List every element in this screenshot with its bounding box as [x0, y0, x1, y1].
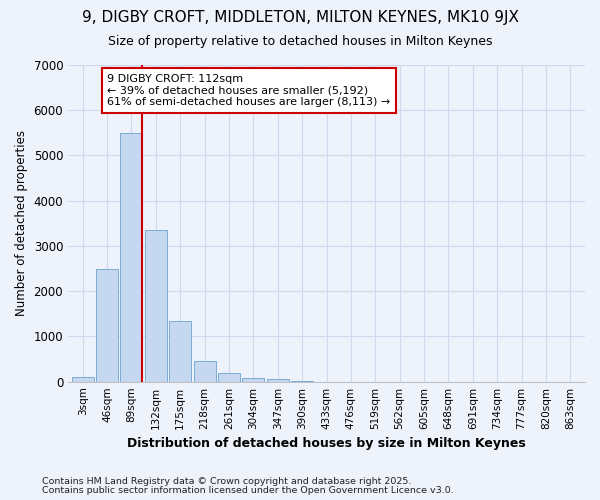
Bar	[242, 378, 265, 382]
Bar	[96, 268, 118, 382]
Bar	[169, 320, 191, 382]
Bar	[145, 230, 167, 382]
Text: Contains public sector information licensed under the Open Government Licence v3: Contains public sector information licen…	[42, 486, 454, 495]
Text: Contains HM Land Registry data © Crown copyright and database right 2025.: Contains HM Land Registry data © Crown c…	[42, 477, 412, 486]
X-axis label: Distribution of detached houses by size in Milton Keynes: Distribution of detached houses by size …	[127, 437, 526, 450]
Bar	[71, 377, 94, 382]
Text: 9 DIGBY CROFT: 112sqm
← 39% of detached houses are smaller (5,192)
61% of semi-d: 9 DIGBY CROFT: 112sqm ← 39% of detached …	[107, 74, 391, 107]
Text: 9, DIGBY CROFT, MIDDLETON, MILTON KEYNES, MK10 9JX: 9, DIGBY CROFT, MIDDLETON, MILTON KEYNES…	[82, 10, 518, 25]
Bar	[121, 133, 142, 382]
Bar	[218, 372, 240, 382]
Bar	[194, 362, 215, 382]
Text: Size of property relative to detached houses in Milton Keynes: Size of property relative to detached ho…	[108, 35, 492, 48]
Bar	[267, 380, 289, 382]
Y-axis label: Number of detached properties: Number of detached properties	[15, 130, 28, 316]
